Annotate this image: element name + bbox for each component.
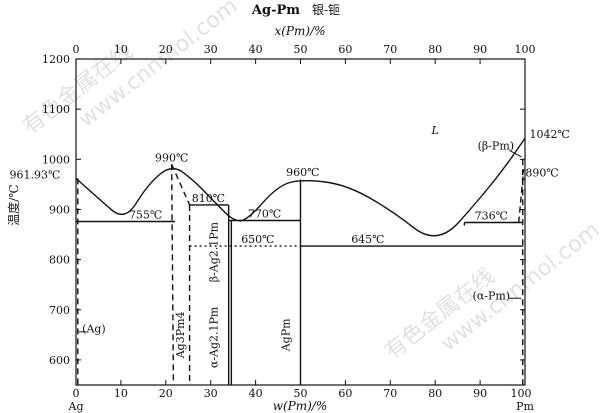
phase-label: (β-Pm) xyxy=(478,139,515,152)
invariant-label: 755℃ xyxy=(129,208,162,221)
point-label: 960℃ xyxy=(286,166,319,179)
y-tick-label: 600 xyxy=(49,354,70,367)
x-bottom-tick-label: 0 xyxy=(73,387,80,400)
x-bottom-tick-label: 90 xyxy=(473,387,487,400)
liquidus-curve xyxy=(75,137,526,237)
x-bottom-tick-label: 20 xyxy=(159,387,173,400)
invariant-label: 770℃ xyxy=(248,207,281,220)
left-end-label: Ag xyxy=(68,400,84,413)
y-tick-label: 1000 xyxy=(42,153,70,166)
x-top-tick-label: 80 xyxy=(428,43,442,56)
phase-label: L xyxy=(431,124,439,137)
x-bottom-tick-label: 30 xyxy=(204,387,218,400)
y-tick-label: 1200 xyxy=(42,53,70,66)
x-top-tick-label: 40 xyxy=(249,43,263,56)
watermark: 有色金属在线 www.cnnmol.com 有色金属在线 www.cnnmol.… xyxy=(18,0,600,365)
axis-ticks: 10 20 30 40 50 60 70 80 900 1000 10 20 30 40 50 60 70 80 9… xyxy=(42,43,536,400)
y-tick-label: 1100 xyxy=(42,103,70,116)
point-label: 961.93℃ xyxy=(9,168,60,181)
point-label: 990℃ xyxy=(155,151,188,164)
x-top-tick-label: 20 xyxy=(159,43,173,56)
x-bottom-tick-label: 50 xyxy=(294,387,308,400)
y-tick-label: 900 xyxy=(49,203,70,216)
bottom-axis-label: w(Pm)/% xyxy=(273,399,328,413)
x-top-tick-label: 70 xyxy=(383,43,397,56)
compound-label: AgPm xyxy=(279,318,292,352)
x-top-tick-label: 60 xyxy=(338,43,352,56)
x-bottom-tick-label: 10 xyxy=(114,387,128,400)
compound-label: β-Ag2.1Pm xyxy=(207,221,220,282)
x-top-tick-label: 100 xyxy=(515,43,536,56)
x-bottom-tick-label: 80 xyxy=(428,387,442,400)
beta-pm-boundary xyxy=(518,169,525,223)
ag3pm4-peritectic xyxy=(170,164,191,206)
x-bottom-tick-label: 70 xyxy=(383,387,397,400)
x-bottom-tick-label: 60 xyxy=(338,387,352,400)
x-top-tick-label: 90 xyxy=(473,43,487,56)
invariant-label: 810℃ xyxy=(192,192,225,205)
y-tick-label: 700 xyxy=(49,304,70,317)
x-top-tick-label: 30 xyxy=(204,43,218,56)
y-axis-label: 温度/℃ xyxy=(6,184,21,225)
x-top-tick-label: 10 xyxy=(114,43,128,56)
y-tick-label: 800 xyxy=(49,254,70,267)
invariant-label: 645℃ xyxy=(351,233,384,246)
phase-labels: 755℃ 810℃ 770℃ 650℃ 645℃ 736℃ 890℃ 961.93℃ 990℃ 9… xyxy=(9,124,569,368)
chart-subtitle: 银-钷 xyxy=(312,3,340,17)
x-top-tick-label: 0 xyxy=(73,43,80,56)
compound-label: α-Ag2.1Pm xyxy=(207,306,220,368)
invariant-label: 890℃ xyxy=(525,166,558,179)
phase-label: (Ag) xyxy=(82,322,106,335)
chart-title: Ag-Pm xyxy=(251,3,300,18)
right-end-label: Pm xyxy=(516,400,534,413)
x-bottom-tick-label: 100 xyxy=(511,387,532,400)
x-bottom-tick-label: 40 xyxy=(249,387,263,400)
phase-lines xyxy=(75,137,526,386)
invariant-label: 736℃ xyxy=(475,209,508,222)
compound-label: Ag3Pm4 xyxy=(174,311,187,359)
beta-pm-arrow xyxy=(509,149,522,158)
top-axis-label: x(Pm)/% xyxy=(274,24,325,38)
ag3pm4-line xyxy=(170,164,175,386)
phase-label: (α-Pm) xyxy=(473,290,511,303)
invariant-label: 650℃ xyxy=(241,233,274,246)
point-label: 1042℃ xyxy=(529,128,569,141)
x-top-tick-label: 50 xyxy=(294,43,308,56)
